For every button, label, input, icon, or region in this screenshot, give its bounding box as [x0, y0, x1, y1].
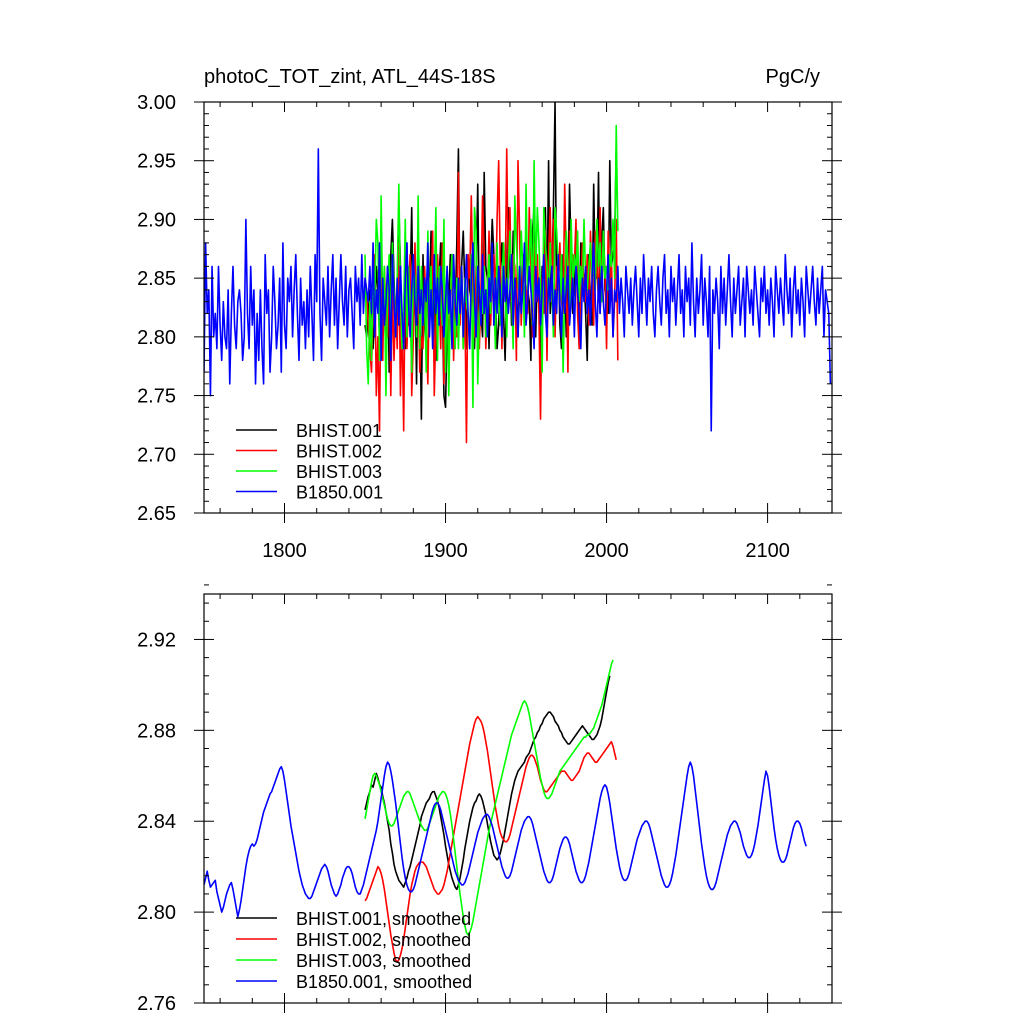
bottom-legend-label-3: BHIST.003, smoothed — [296, 951, 471, 971]
bottom-legend-label-4: B1850.001, smoothed — [296, 972, 472, 992]
top-legend-label-2: BHIST.002 — [296, 442, 382, 462]
top-x-tick-label: 1800 — [262, 540, 307, 562]
bottom-panel: 2.76 2.80 2.84 2.88 2.92 BHIST.001, smoothed… — [137, 584, 842, 1015]
bottom-y-tick-label: 2.84 — [137, 811, 176, 833]
top-chart-units: PgC/y — [766, 66, 820, 88]
top-legend-label-3: BHIST.003 — [296, 462, 382, 482]
top-axes: 1800 1900 2000 2100 2.65 2.70 2.75 2.80 2.85 2.90… — [137, 92, 842, 562]
top-x-tick-label: 2000 — [584, 540, 629, 562]
top-y-tick-label: 2.80 — [137, 327, 176, 349]
bottom-series-group — [204, 659, 807, 963]
bottom-y-tick-label: 2.88 — [137, 720, 176, 742]
top-y-tick-label: 3.00 — [137, 92, 176, 114]
top-legend-label-4: B1850.001 — [296, 483, 383, 503]
bottom-series-line-3 — [364, 659, 614, 936]
bottom-plot-frame — [203, 593, 833, 1004]
bottom-y-tick-label: 2.92 — [137, 629, 176, 651]
top-legend-label-1: BHIST.001 — [296, 421, 382, 441]
top-y-tick-label: 2.90 — [137, 209, 176, 231]
top-y-tick-label: 2.95 — [137, 151, 176, 173]
top-y-tick-label: 2.75 — [137, 386, 176, 408]
bottom-series-line-2 — [364, 715, 618, 963]
bottom-y-tick-label: 2.80 — [137, 902, 176, 924]
bottom-axes: 2.76 2.80 2.84 2.88 2.92 — [137, 584, 842, 1015]
top-y-tick-label: 2.85 — [137, 268, 176, 290]
top-x-tick-label: 1900 — [423, 540, 468, 562]
top-series-group — [204, 102, 832, 444]
bottom-y-tick-label: 2.76 — [137, 993, 176, 1015]
top-panel: photoC_TOT_zint, ATL_44S-18S PgC/y 1800 1… — [137, 66, 842, 562]
top-plot-frame — [203, 101, 833, 514]
top-y-tick-label: 2.65 — [137, 503, 176, 525]
bottom-series-line-4 — [204, 761, 807, 918]
top-x-tick-label: 2100 — [745, 540, 790, 562]
bottom-legend-label-2: BHIST.002, smoothed — [296, 930, 471, 950]
bottom-legend-label-1: BHIST.001, smoothed — [296, 909, 471, 929]
top-y-tick-label: 2.70 — [137, 444, 176, 466]
top-chart-title: photoC_TOT_zint, ATL_44S-18S — [204, 66, 496, 88]
top-series-line-4 — [204, 148, 832, 432]
